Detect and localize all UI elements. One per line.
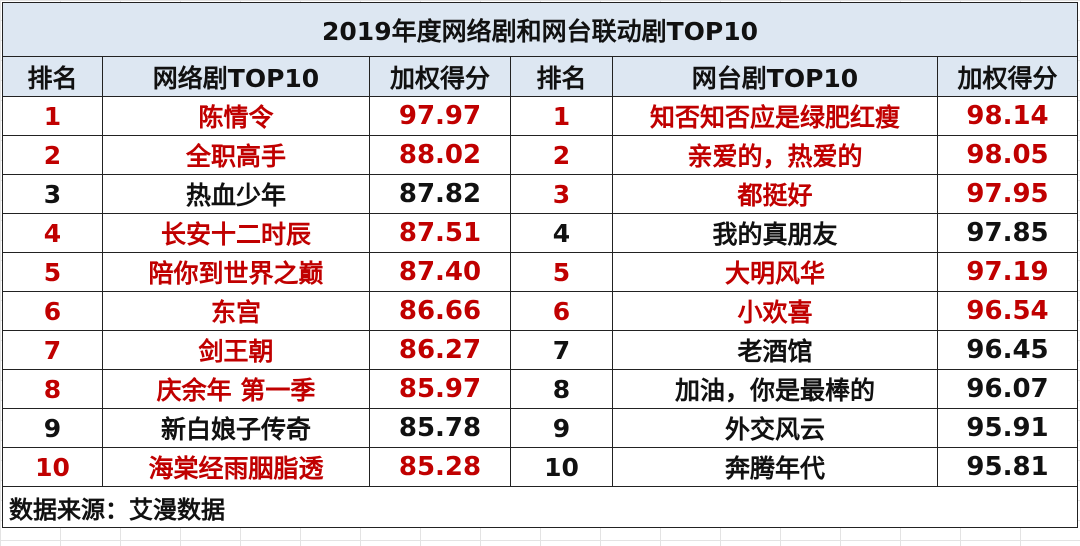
web-score-cell: 85.97 — [369, 369, 511, 409]
data-source-note: 数据来源：艾漫数据 — [1, 486, 1079, 528]
tv-score-cell: 96.54 — [936, 291, 1079, 331]
tv-rank-cell: 9 — [510, 408, 613, 448]
web-rank-cell: 3 — [2, 174, 103, 214]
tv-rank-cell: 2 — [510, 135, 613, 175]
table-row: 4 长安十二时辰 87.51 4 我的真朋友 97.85 — [2, 213, 1079, 253]
web-score-cell: 85.28 — [369, 447, 511, 487]
web-rank-cell: 4 — [2, 213, 103, 253]
tv-score-cell: 97.19 — [936, 252, 1079, 292]
web-rank-cell: 1 — [2, 96, 103, 136]
tv-score-cell: 95.91 — [936, 408, 1079, 448]
table-row: 5 陪你到世界之巅 87.40 5 大明风华 97.19 — [2, 252, 1079, 292]
table-title: 2019年度网络剧和网台联动剧TOP10 — [1, 2, 1079, 57]
tv-rank-cell: 7 — [510, 330, 613, 370]
web-drama-name: 陈情令 — [102, 96, 370, 136]
header-tv-drama: 网台剧TOP10 — [612, 56, 938, 97]
tv-rank-cell: 1 — [510, 96, 613, 136]
web-score-cell: 88.02 — [369, 135, 511, 175]
web-score-cell: 87.82 — [369, 174, 511, 214]
web-rank-cell: 10 — [2, 447, 103, 487]
header-score-tv: 加权得分 — [936, 56, 1079, 97]
tv-rank-cell: 5 — [510, 252, 613, 292]
web-score-cell: 86.27 — [369, 330, 511, 370]
tv-drama-name: 都挺好 — [612, 174, 938, 214]
web-drama-name: 海棠经雨胭脂透 — [102, 447, 370, 487]
tv-score-cell: 97.85 — [936, 213, 1079, 253]
table-row: 9 新白娘子传奇 85.78 9 外交风云 95.91 — [2, 408, 1079, 448]
table-row: 8 庆余年 第一季 85.97 8 加油，你是最棒的 96.07 — [2, 369, 1079, 409]
table-row: 10 海棠经雨胭脂透 85.28 10 奔腾年代 95.81 — [2, 447, 1079, 487]
web-drama-name: 剑王朝 — [102, 330, 370, 370]
header-row: 排名 网络剧TOP10 加权得分 排名 网台剧TOP10 加权得分 — [2, 56, 1079, 97]
web-drama-name: 庆余年 第一季 — [102, 369, 370, 409]
web-drama-name: 东宫 — [102, 291, 370, 331]
tv-rank-cell: 4 — [510, 213, 613, 253]
web-drama-name: 长安十二时辰 — [102, 213, 370, 253]
tv-drama-name: 知否知否应是绿肥红瘦 — [612, 96, 938, 136]
table-row: 2 全职高手 88.02 2 亲爱的，热爱的 98.05 — [2, 135, 1079, 175]
tv-rank-cell: 3 — [510, 174, 613, 214]
web-rank-cell: 5 — [2, 252, 103, 292]
table-row: 1 陈情令 97.97 1 知否知否应是绿肥红瘦 98.14 — [2, 96, 1079, 136]
tv-drama-name: 老酒馆 — [612, 330, 938, 370]
tv-drama-name: 亲爱的，热爱的 — [612, 135, 938, 175]
web-drama-name: 热血少年 — [102, 174, 370, 214]
table-row: 3 热血少年 87.82 3 都挺好 97.95 — [2, 174, 1079, 214]
web-rank-cell: 8 — [2, 369, 103, 409]
web-score-cell: 87.40 — [369, 252, 511, 292]
web-score-cell: 85.78 — [369, 408, 511, 448]
ranking-table: 2019年度网络剧和网台联动剧TOP10 排名 网络剧TOP10 加权得分 排名… — [1, 2, 1079, 528]
web-rank-cell: 6 — [2, 291, 103, 331]
web-drama-name: 全职高手 — [102, 135, 370, 175]
web-score-cell: 87.51 — [369, 213, 511, 253]
tv-drama-name: 加油，你是最棒的 — [612, 369, 938, 409]
header-rank-web: 排名 — [2, 56, 103, 97]
table-row: 7 剑王朝 86.27 7 老酒馆 96.45 — [2, 330, 1079, 370]
tv-drama-name: 外交风云 — [612, 408, 938, 448]
tv-score-cell: 96.07 — [936, 369, 1079, 409]
tv-drama-name: 小欢喜 — [612, 291, 938, 331]
web-rank-cell: 2 — [2, 135, 103, 175]
tv-rank-cell: 8 — [510, 369, 613, 409]
tv-score-cell: 96.45 — [936, 330, 1079, 370]
tv-drama-name: 奔腾年代 — [612, 447, 938, 487]
tv-drama-name: 大明风华 — [612, 252, 938, 292]
tv-rank-cell: 10 — [510, 447, 613, 487]
web-drama-name: 陪你到世界之巅 — [102, 252, 370, 292]
table-row: 6 东宫 86.66 6 小欢喜 96.54 — [2, 291, 1079, 331]
tv-score-cell: 95.81 — [936, 447, 1079, 487]
header-web-drama: 网络剧TOP10 — [102, 56, 370, 97]
header-score-web: 加权得分 — [369, 56, 511, 97]
web-rank-cell: 9 — [2, 408, 103, 448]
tv-rank-cell: 6 — [510, 291, 613, 331]
tv-score-cell: 98.05 — [936, 135, 1079, 175]
web-score-cell: 86.66 — [369, 291, 511, 331]
tv-score-cell: 97.95 — [936, 174, 1079, 214]
web-rank-cell: 7 — [2, 330, 103, 370]
web-drama-name: 新白娘子传奇 — [102, 408, 370, 448]
web-score-cell: 97.97 — [369, 96, 511, 136]
tv-score-cell: 98.14 — [936, 96, 1079, 136]
header-rank-tv: 排名 — [510, 56, 613, 97]
tv-drama-name: 我的真朋友 — [612, 213, 938, 253]
